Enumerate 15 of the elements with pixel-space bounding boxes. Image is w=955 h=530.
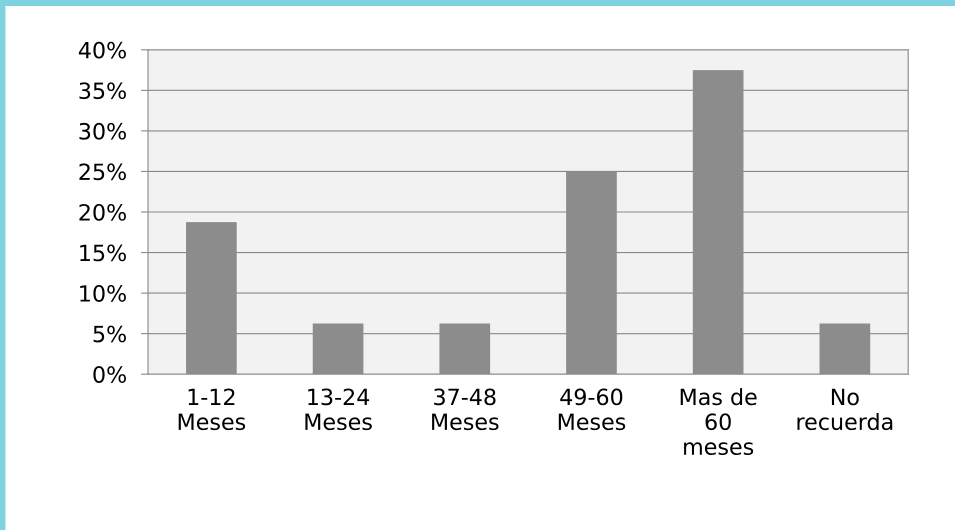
x-tick-label: 49-60 Meses <box>558 388 626 430</box>
y-tick-label: 40% <box>78 42 126 59</box>
y-tick-label: 0% <box>93 366 126 383</box>
y-tick-label: 10% <box>80 285 126 302</box>
x-tick-label: 37-48 Meses <box>432 388 499 430</box>
x-tick-label: 13-24 Meses <box>305 388 372 430</box>
x-tick-label: Mas de 60 meses <box>680 388 757 456</box>
y-tick-label: 5% <box>94 326 126 342</box>
x-tick-label: No recuerda <box>797 388 892 430</box>
y-tick-label: 30% <box>79 122 126 140</box>
y-tick-label: 35% <box>79 82 126 100</box>
y-tick-label: 15% <box>80 244 126 262</box>
x-tick-label: 1-12 Meses <box>178 388 246 430</box>
y-tick-label: 20% <box>79 204 126 221</box>
y-tick-label: 25% <box>79 163 126 180</box>
